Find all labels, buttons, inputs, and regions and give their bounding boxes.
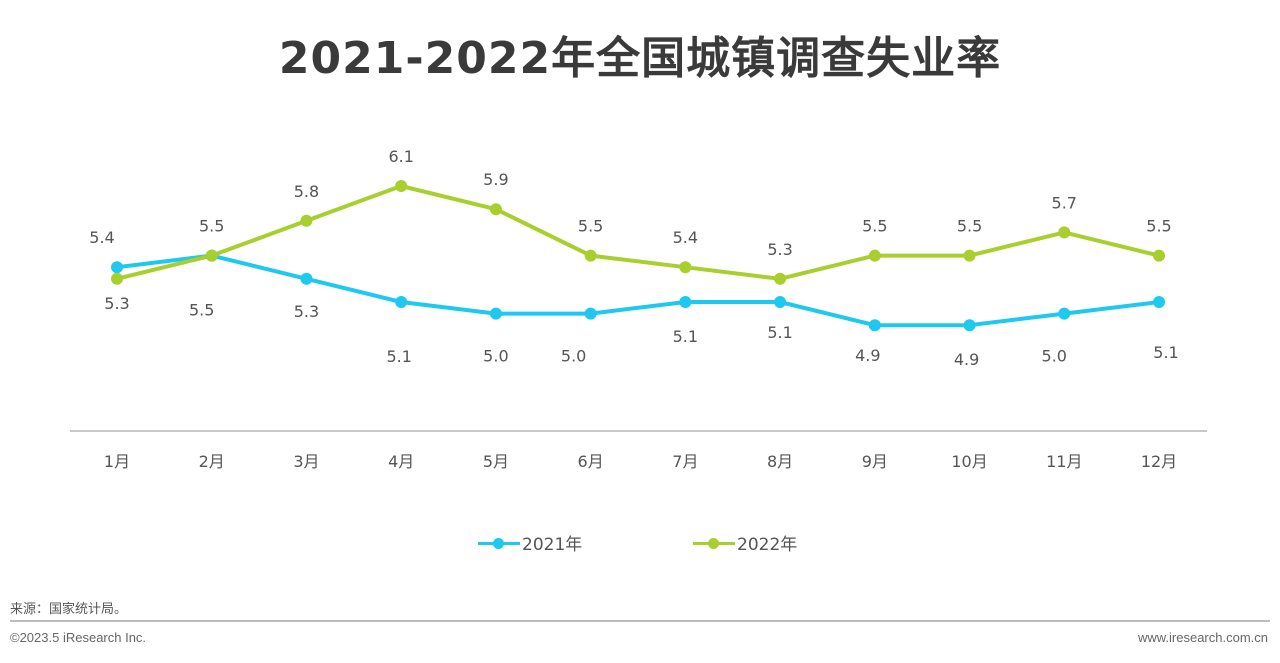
x-tick-label: 4月 [388,452,414,471]
data-label-2021: 5.0 [561,347,586,366]
chart-title: 2021-2022年全国城镇调查失业率 [278,33,1002,84]
data-label-2021: 5.4 [89,228,114,247]
source-note: 来源：国家统计局。 [10,601,128,616]
data-label-2022: 5.8 [294,182,319,201]
x-tick-label: 12月 [1141,452,1177,471]
copyright: ©2023.5 iResearch Inc. [10,630,147,645]
line-chart: 1月 2月 3月 4月 5月 6月 7月 8月 9月 10月 11月 12月 5.4 5.5 5.3 5.1 5… [70,147,1207,471]
data-point-2022 [489,203,502,216]
legend-label-2022: 2022年 [737,535,798,555]
x-tick-label: 5月 [483,452,509,471]
data-label-2022: 5.4 [673,228,698,247]
x-tick-label: 1月 [104,452,130,471]
data-point-2022 [205,249,218,262]
data-point-2021 [111,261,123,274]
x-tick-label: 11月 [1046,452,1082,471]
x-tick-label: 10月 [951,452,987,471]
data-point-2022 [584,249,597,262]
data-point-2021 [679,296,692,308]
data-point-2021 [489,307,502,320]
footer-divider [10,620,1270,622]
website-link[interactable]: www.iresearch.com.cn [1137,630,1268,645]
data-point-2022 [111,272,123,285]
data-point-2022 [963,249,976,262]
data-point-2022 [1153,249,1165,262]
data-point-2022 [1058,226,1071,239]
data-label-2021: 5.1 [1153,343,1178,362]
data-point-2022 [300,214,313,227]
data-point-2022 [395,180,408,192]
legend-item-2022[interactable]: 2022年 [693,530,797,555]
data-point-2021 [868,319,881,332]
x-tick-label: 9月 [862,452,888,471]
data-point-2021 [774,296,787,308]
data-label-2021: 4.9 [954,350,979,369]
data-label-2022: 5.5 [199,217,224,236]
legend-marker-2022-icon [693,533,735,553]
data-label-2021: 4.9 [855,346,880,365]
data-label-2022: 5.5 [957,217,982,236]
x-tick-label: 6月 [578,452,604,471]
data-label-2022: 5.3 [104,294,129,313]
series-line-2022 [116,184,1160,281]
legend-marker-2021-icon [478,533,520,553]
data-point-2021 [963,319,976,332]
data-label-2021: 5.3 [294,302,319,321]
data-point-2022 [679,261,692,274]
series-line-2021 [116,253,1160,328]
data-label-2021: 5.0 [1042,347,1067,366]
data-label-2022: 5.7 [1052,193,1077,212]
x-tick-label: 3月 [293,452,319,471]
data-point-2022 [868,249,881,262]
data-label-2022: 5.5 [1146,217,1171,236]
data-label-2021: 5.1 [673,327,698,346]
data-point-2021 [1058,307,1071,320]
x-tick-label: 7月 [672,452,698,471]
data-label-2022: 5.9 [483,170,508,189]
data-label-2021: 5.0 [483,347,508,366]
chart-legend: 2021年 2022年 [0,530,1280,555]
data-label-2021: 5.1 [767,323,792,342]
x-tick-label: 8月 [767,452,793,471]
data-point-2021 [300,272,313,285]
legend-label-2021: 2021年 [522,535,583,555]
data-label-2022: 5.5 [862,217,887,236]
data-point-2021 [584,307,597,320]
data-label-2021: 5.5 [189,301,214,320]
data-label-2022: 6.1 [388,147,413,166]
x-tick-label: 2月 [199,452,225,471]
data-point-2021 [395,296,408,308]
data-point-2021 [1153,296,1165,308]
data-label-2022: 5.5 [578,217,603,236]
legend-item-2021[interactable]: 2021年 [478,530,582,555]
data-point-2022 [774,272,787,285]
data-label-2021: 5.1 [386,347,411,366]
data-label-2022: 5.3 [767,240,792,259]
